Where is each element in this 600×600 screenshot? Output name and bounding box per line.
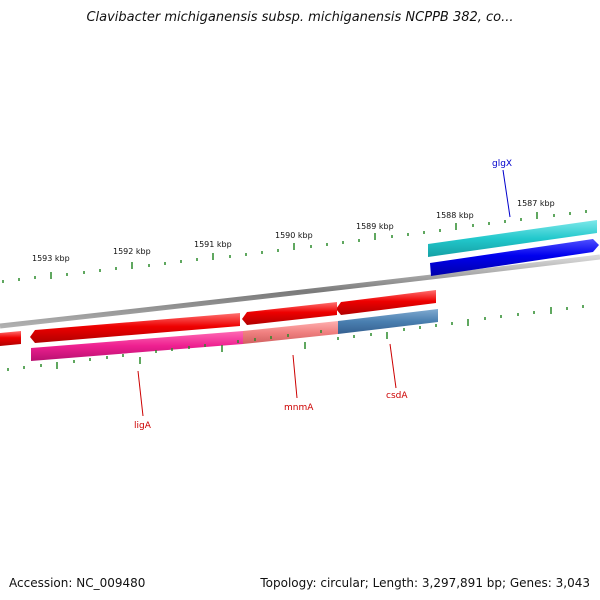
inner-tick-track: [7, 305, 584, 371]
genome-stats-text: Topology: circular; Length: 3,297,891 bp…: [260, 576, 590, 590]
gene-label-mnmA[interactable]: mnmA: [284, 403, 314, 413]
gene-label-ligA[interactable]: ligA: [134, 421, 152, 431]
gene-csdA-leader: [389, 343, 397, 389]
map-title: Clavibacter michiganensis subsp. michiga…: [86, 10, 514, 25]
gene-glgX-leader: [502, 169, 511, 218]
tick-label: 1592 kbp: [113, 247, 151, 256]
gene-mnmA-cog-feature[interactable]: [243, 321, 338, 344]
gene-csdA-cds-feature[interactable]: [336, 290, 436, 315]
tick-labels: 1593 kbp 1592 kbp 1591 kbp 1590 kbp 1589…: [32, 199, 555, 263]
gene-csdA-cog-feature[interactable]: [338, 309, 438, 334]
gene-mnmA-cds-feature[interactable]: [242, 302, 337, 325]
accession-text: Accession: NC_009480: [9, 576, 146, 590]
gene-ligA-cog-feature[interactable]: [31, 331, 243, 361]
tick-label: 1590 kbp: [275, 231, 313, 240]
gene-mnmA-leader: [292, 354, 298, 399]
gene-glgX-cog-feature[interactable]: [428, 220, 597, 257]
gene-ligA-leader: [137, 370, 144, 417]
tick-label: 1587 kbp: [517, 199, 555, 208]
genome-backbone: [0, 254, 600, 329]
tick-label: 1591 kbp: [194, 240, 232, 249]
tick-label: 1593 kbp: [32, 254, 70, 263]
tick-label: 1588 kbp: [436, 211, 474, 220]
tick-label: 1589 kbp: [356, 222, 394, 231]
gene-ligA-cds-feature[interactable]: [30, 313, 240, 343]
gene-label-csdA[interactable]: csdA: [386, 391, 408, 401]
gene-glgX-cds-feature[interactable]: [430, 239, 599, 276]
outer-tick-track: [2, 210, 587, 283]
gene-label-glgX[interactable]: glgX: [492, 159, 512, 169]
gene-offscreen-cds-feature[interactable]: [0, 331, 21, 346]
